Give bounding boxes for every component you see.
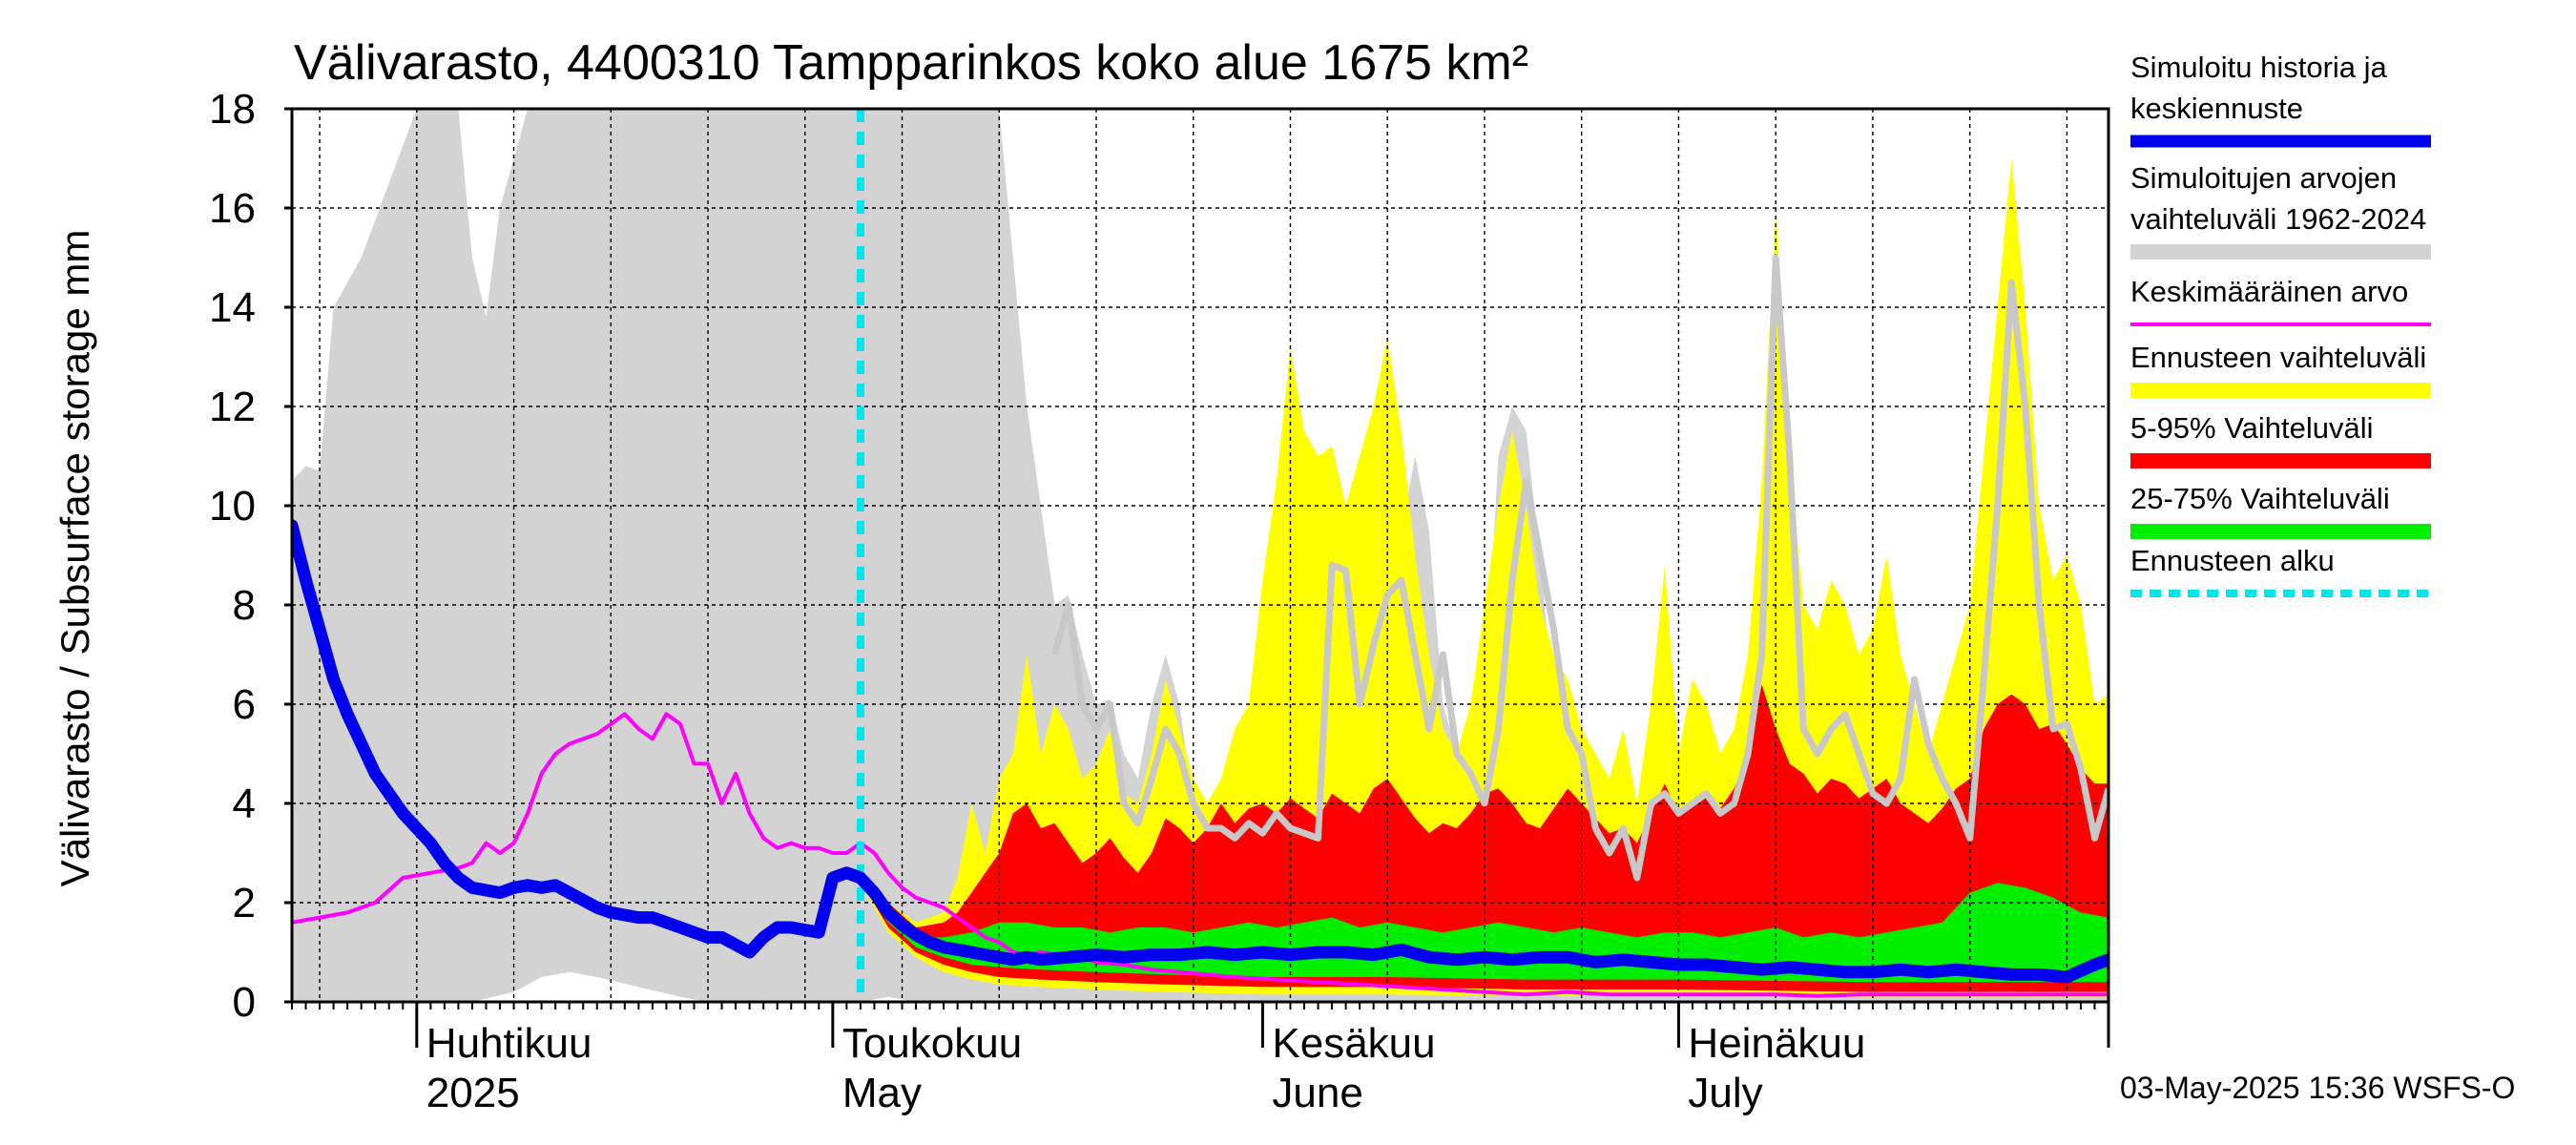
y-tick-label: 6: [233, 681, 256, 728]
legend: Simuloitu historia ja keskiennuste Simuloi…: [2130, 51, 2431, 597]
y-tick-label: 8: [233, 582, 256, 629]
x-month-sublabel: May: [842, 1070, 922, 1116]
y-axis-label: Välivarasto / Subsurface storage mm: [52, 230, 97, 887]
mean-value-line: [292, 712, 2109, 998]
plot-areas: [292, 109, 2109, 1002]
x-month-label: Heinäkuu: [1688, 1020, 1865, 1067]
legend-label: Simuloitujen arvojen: [2130, 161, 2397, 195]
footer-timestamp: 03-May-2025 15:36 WSFS-O: [2120, 1071, 2515, 1105]
grid-lines: [292, 109, 2109, 1002]
chart-title: Välivarasto, 4400310 Tampparinkos koko a…: [294, 35, 1528, 91]
y-axis-ticks: 0 2 4 6 8 10 12 14 16 18: [209, 86, 292, 1026]
plot-border: [290, 107, 2110, 1004]
y-tick-label: 10: [209, 483, 256, 530]
legend-label: keskiennuste: [2130, 92, 2303, 125]
y-tick-label: 2: [233, 880, 256, 926]
history-median-line: [292, 519, 2109, 984]
series-lines: [292, 109, 2109, 1002]
legend-label: Simuloitu historia ja: [2130, 51, 2388, 84]
x-month-sublabel: 2025: [426, 1070, 520, 1116]
p5-95-band: [860, 684, 2109, 992]
legend-label: Ennusteen vaihteluväli: [2130, 341, 2426, 374]
legend-label: Keskimääräinen arvo: [2130, 275, 2408, 308]
y-tick-label: 4: [233, 781, 256, 827]
y-tick-label: 16: [209, 185, 256, 232]
x-month-label: Kesäkuu: [1272, 1020, 1435, 1067]
x-month-label: Toukokuu: [842, 1020, 1022, 1067]
forecast-scenario-line: [1051, 254, 2109, 882]
y-tick-label: 12: [209, 384, 256, 430]
legend-label: 25-75% Vaihteluväli: [2130, 482, 2390, 515]
x-month-sublabel: June: [1272, 1070, 1362, 1116]
legend-label: Ennusteen alku: [2130, 544, 2335, 577]
legend-label: vaihteluväli 1962-2024: [2130, 202, 2426, 236]
legend-label: 5-95% Vaihteluväli: [2130, 411, 2373, 445]
y-tick-label: 18: [209, 86, 256, 133]
y-tick-label: 0: [233, 979, 256, 1026]
y-tick-label: 14: [209, 284, 256, 331]
x-month-sublabel: July: [1688, 1070, 1762, 1116]
x-month-label: Huhtikuu: [426, 1020, 592, 1067]
historical-range-band: [292, 109, 2109, 1002]
plot-frame: [290, 107, 2110, 1004]
